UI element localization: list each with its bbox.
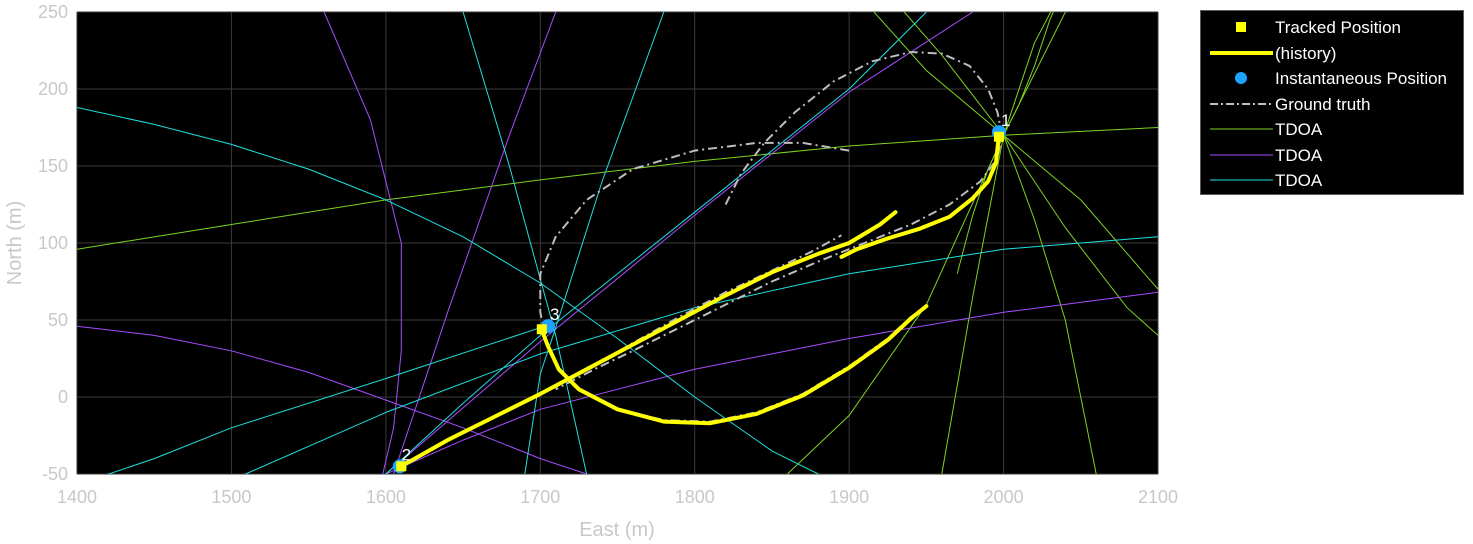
legend-label: Ground truth (1275, 94, 1371, 114)
x-tick-label: 1600 (366, 487, 406, 507)
legend-symbol (1236, 22, 1246, 32)
legend-entry: TDOA (1201, 168, 1463, 193)
track-id-label: 3 (550, 305, 559, 324)
x-tick-label: 1900 (829, 487, 869, 507)
x-tick-label: 2000 (984, 487, 1024, 507)
legend-entry: TDOA (1201, 117, 1463, 142)
track-history-line (399, 210, 898, 469)
legend-label: (history) (1275, 43, 1337, 63)
legend-label: TDOA (1275, 145, 1323, 165)
y-tick-label: 250 (38, 2, 68, 22)
x-tick-label: 1400 (57, 487, 97, 507)
legend-symbol (1210, 50, 1273, 55)
legend-symbol (1210, 128, 1273, 130)
tdoa-curve-green (903, 12, 1158, 336)
legend-circle-marker (1235, 72, 1247, 84)
legend-entry: Instantaneous Position (1201, 66, 1463, 91)
tdoa-curve-purple (77, 325, 587, 474)
legend-symbol (1210, 179, 1273, 181)
tdoa-curve-green (1003, 135, 1097, 474)
marker-layer: 1 2 3 (392, 111, 1010, 474)
legend-symbol (1210, 154, 1273, 155)
legend-symbol (1210, 102, 1273, 105)
tracked-position-marker (536, 324, 547, 335)
legend-entry: Tracked Position (1201, 15, 1463, 40)
legend-entry: Ground truth (1201, 92, 1463, 117)
tdoa-curve-cyan (385, 12, 927, 474)
tdoa-layer (77, 12, 1158, 474)
tdoa-curve-green (787, 12, 1066, 474)
legend-label: Tracked Position (1275, 18, 1401, 37)
tdoa-curve-cyan (244, 236, 1158, 474)
history-layer (399, 133, 1001, 469)
tdoa-curve-cyan (462, 12, 588, 474)
legend-entry: TDOA (1201, 143, 1463, 168)
x-axis-label: East (m) (579, 519, 655, 541)
x-tick-label: 1700 (520, 487, 560, 507)
y-tick-labels: -50 0 50 100 150 200 250 (38, 2, 68, 484)
y-tick-label: 200 (38, 79, 68, 99)
y-axis-label: North (m) (4, 201, 26, 285)
y-tick-label: 100 (38, 233, 68, 253)
legend-label: TDOA (1275, 120, 1323, 139)
tdoa-curve-purple (385, 12, 973, 474)
y-tick-label: 150 (38, 156, 68, 176)
tdoa-curve-purple (393, 12, 557, 474)
x-tick-label: 1800 (675, 487, 715, 507)
track-id-label: 2 (402, 445, 411, 464)
track-history-line (538, 304, 929, 426)
tracked-position-marker (993, 131, 1004, 142)
tracked-position-marker (396, 461, 407, 472)
track-id-label: 1 (1001, 111, 1010, 130)
y-tick-label: -50 (42, 464, 68, 484)
grid (76, 11, 1159, 475)
y-tick-label: 50 (48, 310, 68, 330)
x-tick-labels: 1400 1500 1600 1700 1800 1900 2000 2100 (57, 487, 1178, 507)
tdoa-curve-cyan (107, 327, 541, 474)
x-tick-label: 1500 (211, 487, 251, 507)
tdoa-curve-purple (323, 12, 402, 474)
ground-truth-line (555, 50, 1004, 391)
tdoa-curve-cyan (77, 107, 819, 474)
legend-label: Instantaneous Position (1275, 69, 1448, 88)
legend-entry: (history) (1201, 41, 1463, 66)
legend-symbol (1235, 72, 1247, 84)
tdoa-curve-cyan (524, 12, 665, 474)
data-layer: 1 2 3 (77, 12, 1158, 474)
x-tick-label: 2100 (1138, 487, 1178, 507)
track-history-line (839, 133, 1001, 259)
tdoa-curve-green (77, 127, 1158, 250)
legend-label: TDOA (1275, 171, 1323, 190)
y-tick-label: 0 (58, 387, 68, 407)
legend-square-marker (1236, 22, 1246, 32)
tdoa-curve-purple (385, 291, 1158, 474)
legend: Tracked Position (history) Instantaneous P… (1200, 10, 1464, 195)
